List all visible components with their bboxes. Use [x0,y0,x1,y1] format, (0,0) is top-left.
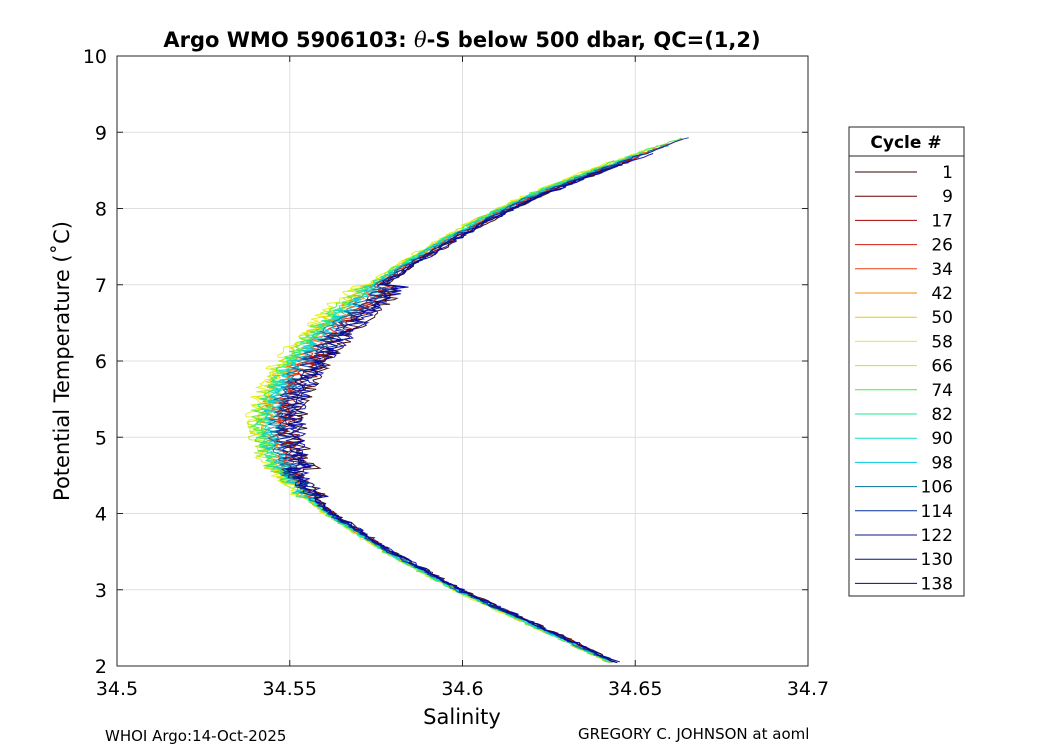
x-tick-label: 34.6 [441,678,483,700]
y-tick-label: 9 [95,122,107,144]
legend-label: 114 [921,502,953,522]
legend-title: Cycle # [870,133,941,153]
legend-label: 90 [931,429,953,449]
legend-label: 82 [931,405,953,425]
legend-entries: 1 9 17 26 34 42 50 58 66 74 82 90 98 106 114 122 130 138 [855,163,953,594]
profile-line-cycle-34 [263,138,684,663]
y-tick-label: 5 [95,427,107,449]
profile-line-cycle-138 [286,153,654,663]
profile-line-cycle-90 [257,160,621,663]
chart-title: Argo WMO 5906103: θ-S below 500 dbar, QC… [163,28,760,52]
profile-line-cycle-114 [273,137,689,663]
legend-label: 130 [921,550,953,570]
legend-label: 58 [931,332,953,352]
legend-label: 106 [921,478,953,498]
legend-label: 122 [921,526,953,546]
legend-label: 98 [931,453,953,473]
x-tick-label: 34.7 [787,678,829,700]
y-tick-label: 4 [95,504,107,526]
legend-box [848,126,965,597]
y-tick-label: 2 [95,656,107,678]
profile-line-cycle-17 [274,152,649,663]
profile-line-cycle-82 [254,168,611,663]
y-tick-label: 3 [95,580,107,602]
legend: Cycle # 1 9 17 26 34 42 50 58 66 74 82 90 98 106 114 12… [848,126,965,597]
legend-label: 42 [931,284,953,304]
x-axis-label: Salinity [423,705,501,729]
x-tick-label: 34.5 [96,678,138,700]
profile-line-cycle-122 [277,168,617,664]
x-tick-label: 34.65 [608,678,662,700]
legend-label: 26 [931,236,953,256]
plot-lines [245,137,689,664]
legend-label: 138 [921,574,953,594]
profile-line-cycle-50 [250,159,614,664]
profile-line-cycle-98 [261,153,642,663]
y-tick-label: 8 [95,199,107,221]
footer-right: GREGORY C. JOHNSON at aoml [578,725,809,743]
chart-title-prefix: Argo WMO 5906103: [163,28,414,52]
legend-label: 34 [931,260,953,280]
profile-line-cycle-74 [249,137,682,664]
legend-label: 9 [942,187,953,207]
y-tick-label: 7 [95,275,107,297]
profile-line-cycle-58 [245,152,639,663]
legend-label: 17 [931,211,953,231]
legend-label: 66 [931,357,953,377]
legend-label: 1 [942,163,953,183]
x-tick-label: 34.55 [263,678,317,700]
grid [116,55,809,667]
legend-label: 74 [931,381,953,401]
chart-title-theta: θ [414,28,427,52]
chart-title-suffix: -S below 500 dbar, QC=(1,2) [427,28,761,52]
y-axis-label: Potential Temperature (˚C) [50,221,74,501]
legend-label: 50 [931,308,953,328]
y-tick-label: 10 [83,46,107,68]
ticks: 34.5 34.55 34.6 34.65 34.7 2 3 4 5 6 7 8 9 10 [83,46,829,700]
footer-left: WHOI Argo:14-Oct-2025 [105,727,286,745]
y-tick-label: 6 [95,351,107,373]
